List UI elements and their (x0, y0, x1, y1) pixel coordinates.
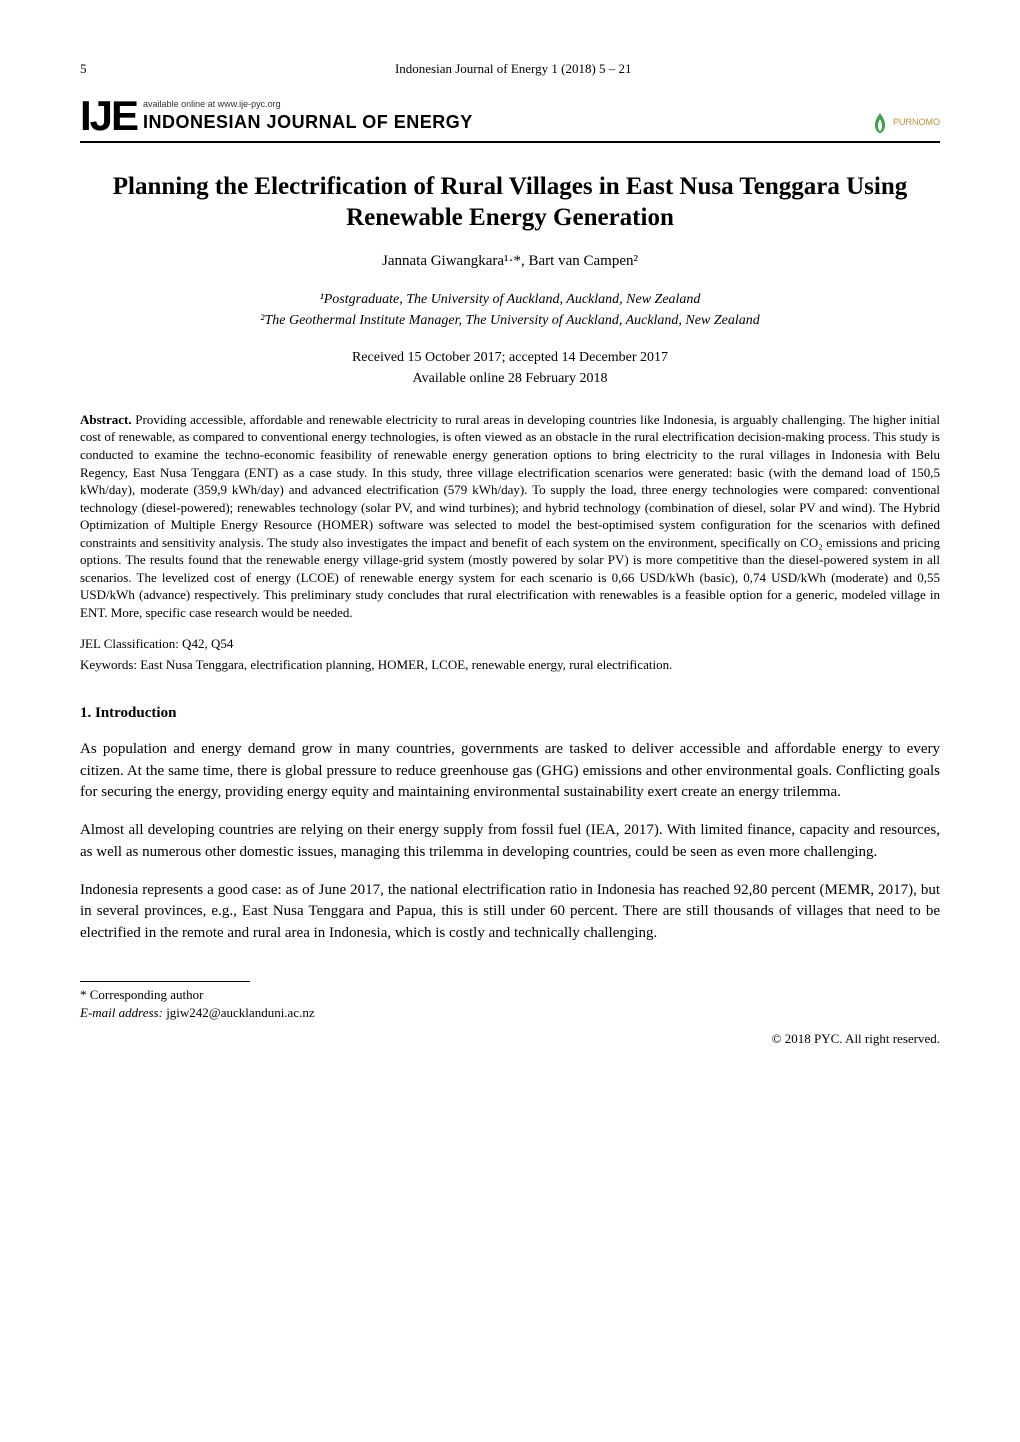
keywords: Keywords: East Nusa Tenggara, electrific… (80, 656, 940, 675)
jel-classification: JEL Classification: Q42, Q54 (80, 635, 940, 654)
affiliation-2: ²The Geothermal Institute Manager, The U… (80, 310, 940, 331)
footnote-rule (80, 981, 250, 982)
intro-paragraph-3: Indonesia represents a good case: as of … (80, 880, 940, 945)
affiliation-1: ¹Postgraduate, The University of Aucklan… (80, 289, 940, 310)
corresponding-author-note: * Corresponding author (80, 986, 940, 1004)
publisher-name: PURNOMO (893, 118, 940, 127)
footnote-block: * Corresponding author E-mail address: j… (80, 986, 940, 1022)
online-date: Available online 28 February 2018 (80, 368, 940, 389)
journal-logo-block: IJE available online at www.ije-pyc.org … (80, 97, 473, 135)
journal-reference: Indonesian Journal of Energy 1 (2018) 5 … (80, 60, 940, 79)
masthead: IJE available online at www.ije-pyc.org … (80, 97, 940, 135)
section-1-heading: 1. Introduction (80, 703, 940, 725)
masthead-rule (80, 141, 940, 143)
flame-icon (871, 111, 889, 135)
intro-paragraph-1: As population and energy demand grow in … (80, 739, 940, 804)
email-label: E-mail address: (80, 1005, 163, 1020)
publication-dates: Received 15 October 2017; accepted 14 De… (80, 347, 940, 389)
intro-paragraph-2: Almost all developing countries are rely… (80, 820, 940, 864)
author-email: jgiw242@aucklanduni.ac.nz (163, 1005, 315, 1020)
paper-title: Planning the Electrification of Rural Vi… (80, 171, 940, 234)
ije-mark: IJE (80, 97, 137, 135)
received-accepted-date: Received 15 October 2017; accepted 14 De… (80, 347, 940, 368)
page-number: 5 (80, 60, 87, 79)
journal-name: INDONESIAN JOURNAL OF ENERGY (143, 109, 473, 135)
running-header: 5 Indonesian Journal of Energy 1 (2018) … (80, 60, 940, 79)
publisher-logo: PURNOMO (871, 111, 940, 135)
copyright-notice: © 2018 PYC. All right reserved. (80, 1030, 940, 1049)
abstract: Abstract. Providing accessible, affordab… (80, 411, 940, 622)
affiliations: ¹Postgraduate, The University of Aucklan… (80, 289, 940, 331)
abstract-label: Abstract. (80, 412, 132, 427)
authors: Jannata Giwangkara¹·*, Bart van Campen² (80, 251, 940, 273)
abstract-text: Providing accessible, affordable and ren… (80, 412, 940, 620)
